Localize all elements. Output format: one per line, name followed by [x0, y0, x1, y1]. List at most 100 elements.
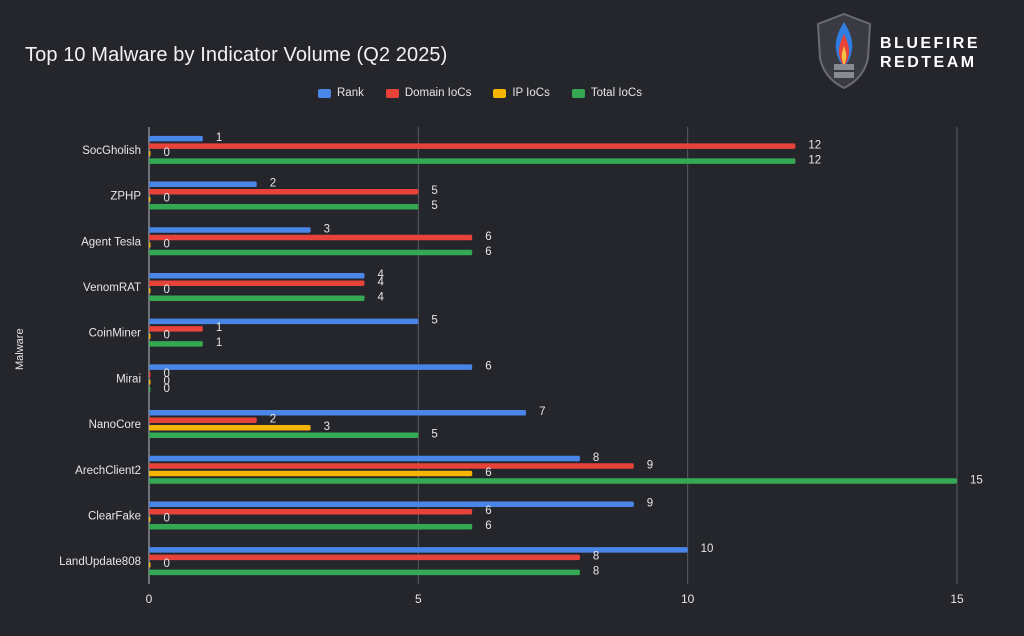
bar	[149, 547, 688, 553]
data-label: 12	[808, 154, 821, 166]
bar	[149, 249, 473, 256]
data-label: 0	[164, 238, 170, 250]
bar	[149, 455, 580, 462]
data-label: 0	[164, 147, 170, 159]
legend-item: Total IoCs	[571, 87, 642, 99]
bar	[149, 272, 365, 279]
data-label: 0	[164, 383, 170, 395]
data-label: 12	[808, 139, 821, 151]
data-label: 0	[164, 193, 170, 205]
category-label: ClearFake	[88, 510, 141, 522]
data-label: 4	[377, 276, 384, 288]
bar	[149, 181, 257, 188]
category-label: NanoCore	[89, 419, 141, 431]
bar	[149, 470, 473, 477]
bar	[149, 295, 365, 301]
x-tick-label: 10	[681, 592, 695, 606]
legend-item: Rank	[318, 87, 364, 99]
bar	[149, 341, 203, 347]
data-label: 9	[647, 497, 653, 509]
data-label: 2	[270, 178, 276, 190]
legend-label: Domain IoCs	[404, 87, 472, 99]
data-label: 4	[377, 291, 384, 303]
bar	[149, 242, 151, 248]
bar	[149, 143, 796, 149]
bar	[149, 463, 634, 469]
bar	[149, 523, 473, 530]
data-label: 8	[593, 551, 599, 563]
bar	[149, 508, 473, 515]
logo-line1: BLUEFIRE	[880, 35, 980, 52]
bar	[149, 364, 473, 370]
bar	[149, 227, 311, 233]
x-tick-label: 5	[415, 592, 422, 606]
bar	[149, 417, 257, 424]
bar	[149, 234, 473, 241]
data-label: 0	[164, 375, 170, 387]
bar	[149, 386, 151, 393]
chart-title: Top 10 Malware by Indicator Volume (Q2 2…	[25, 44, 448, 66]
category-label: Mirai	[116, 373, 141, 385]
data-label: 5	[431, 185, 437, 197]
bluefire-logo: BLUEFIRE REDTEAM	[812, 8, 1012, 92]
data-label: 6	[485, 360, 491, 372]
bar	[149, 569, 580, 576]
category-label: CoinMiner	[89, 328, 142, 340]
data-label: 5	[431, 429, 437, 441]
bar	[149, 326, 203, 332]
data-label: 7	[539, 406, 545, 418]
data-label: 0	[164, 512, 170, 524]
legend-label: IP IoCs	[512, 87, 550, 99]
category-label: SocGholish	[82, 145, 141, 157]
data-label: 3	[324, 223, 330, 235]
x-tick-label: 0	[146, 592, 153, 606]
legend-swatch	[385, 88, 399, 98]
chart-legend: Rank Domain IoCs IP IoCs Total IoCs	[318, 87, 642, 99]
data-label: 0	[164, 284, 170, 296]
category-label: LandUpdate808	[59, 556, 141, 568]
data-label: 8	[593, 566, 599, 578]
data-label: 1	[216, 322, 222, 334]
data-label: 5	[431, 315, 437, 327]
data-label: 0	[164, 330, 170, 342]
data-label: 0	[164, 558, 170, 570]
data-label: 9	[647, 459, 653, 471]
bar	[149, 196, 151, 203]
logo-line2: REDTEAM	[880, 54, 977, 71]
bar	[149, 478, 957, 484]
bar	[149, 333, 151, 340]
bar	[149, 410, 527, 416]
bar	[149, 379, 151, 385]
bar	[149, 318, 419, 325]
data-label: 2	[270, 414, 276, 426]
data-label: 6	[485, 505, 491, 517]
category-label: Agent Tesla	[81, 236, 141, 248]
legend-swatch	[318, 88, 331, 98]
data-label: 3	[324, 421, 330, 433]
bar	[149, 280, 365, 286]
category-label: VenomRAT	[83, 282, 141, 294]
bar	[149, 425, 311, 431]
bar	[149, 501, 634, 507]
bar	[149, 562, 151, 568]
flame-shield-icon	[816, 12, 872, 90]
data-label: 10	[701, 543, 714, 555]
data-label: 0	[164, 368, 170, 380]
bar	[149, 516, 151, 522]
legend-label: Rank	[337, 87, 364, 99]
data-label: 4	[377, 269, 384, 281]
data-label: 1	[216, 132, 222, 144]
bar	[149, 204, 419, 210]
data-label: 1	[216, 337, 222, 349]
bar	[149, 158, 796, 164]
bar	[149, 287, 151, 294]
data-label: 6	[485, 520, 491, 532]
bar	[149, 554, 580, 561]
data-label: 6	[485, 246, 491, 258]
data-label: 6	[485, 231, 491, 243]
data-label: 8	[593, 452, 599, 464]
legend-item: IP IoCs	[493, 87, 550, 99]
category-label: ZPHP	[110, 191, 141, 203]
